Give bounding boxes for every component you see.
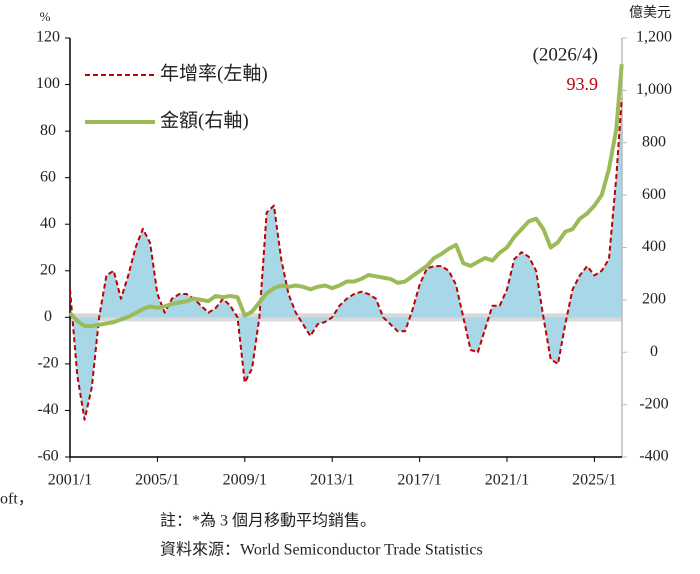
x-tick-label: 2017/1	[397, 472, 441, 489]
x-tick-label: 2009/1	[223, 472, 267, 489]
y2-tick-label: -400	[639, 448, 668, 465]
annotation: (2026/4)	[533, 44, 598, 65]
x-tick-label: 2025/1	[572, 472, 616, 489]
y2-tick-label: -200	[639, 395, 668, 412]
y-tick-label: -60	[37, 448, 58, 465]
y-tick-label: 20	[40, 261, 56, 278]
data-label: 93.9	[567, 74, 599, 94]
series-line	[68, 64, 624, 329]
x-tick-label: 2013/1	[310, 472, 354, 489]
y2-axis-label: 億美元	[629, 5, 671, 21]
series-line	[69, 98, 623, 421]
y-tick-label: -40	[37, 401, 58, 418]
legend-label: 年增率(左軸)	[160, 62, 268, 84]
y-tick-label: -20	[37, 355, 58, 372]
cut-text: oft，	[0, 491, 34, 508]
y2-tick-label: 1,000	[636, 81, 672, 98]
y-tick-label: 0	[44, 308, 52, 325]
y2-tick-label: 400	[642, 238, 666, 255]
x-tick-label: 2005/1	[135, 472, 179, 489]
y2-tick-label: 1,200	[636, 29, 672, 46]
legend-label: 金額(右軸)	[160, 109, 249, 131]
source: 資料來源：World Semiconductor Trade Statistic…	[160, 541, 483, 559]
y-tick-label: 80	[40, 122, 56, 139]
x-tick-label: 2001/1	[48, 472, 92, 489]
y2-tick-label: 800	[642, 133, 666, 150]
x-tick-label: 2021/1	[485, 472, 529, 489]
y-axis-label: %	[40, 9, 51, 24]
y-tick-label: 120	[36, 29, 60, 46]
y-tick-label: 40	[40, 215, 56, 232]
y2-tick-label: 0	[650, 343, 658, 360]
note: 註：*為 3 個月移動平均銷售。	[160, 512, 376, 530]
y-tick-label: 60	[40, 168, 56, 185]
y-tick-label: 100	[36, 75, 60, 92]
y2-tick-label: 200	[642, 291, 666, 308]
y2-tick-label: 600	[642, 186, 666, 203]
